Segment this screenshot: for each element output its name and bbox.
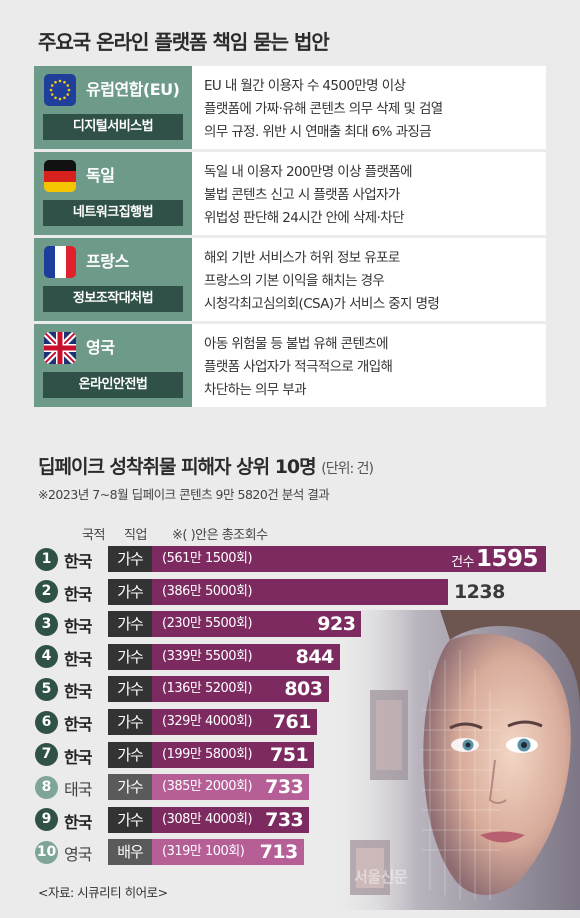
law-description: 아동 위험물 등 불법 유해 콘텐츠에 플랫폼 사업자가 적극적으로 개입해 차… <box>192 324 546 407</box>
law-row-uk: 영국 온라인안전법 아동 위험물 등 불법 유해 콘텐츠에 플랫폼 사업자가 적… <box>34 324 546 407</box>
law-desc-line: 의무 규정. 위반 시 연매출 최대 6% 과징금 <box>204 124 432 140</box>
header-plays: ※( )안은 총조회수 <box>172 528 268 543</box>
job-label: 가수 <box>108 676 152 703</box>
rank-badge: 2 <box>35 580 58 604</box>
rank-badge: 9 <box>35 808 58 832</box>
plays-label: (230만 5500회) <box>162 616 253 632</box>
rank-badge: 5 <box>35 677 58 701</box>
law-desc-line: 독일 내 이용자 200만명 이상 플랫폼에 <box>204 164 413 180</box>
plays-label: (136만 5200회) <box>162 681 253 697</box>
france-flag-icon <box>44 246 76 278</box>
rank-badge: 1 <box>35 547 58 571</box>
law-desc-line: 플랫폼 사업자가 적극적으로 개입해 <box>204 359 393 375</box>
nationality-label: 한국 <box>64 812 92 832</box>
law-desc-line: EU 내 월간 이용자 수 4500만명 이상 <box>204 78 406 94</box>
chart-note: ※2023년 7~8월 딥페이크 콘텐츠 9만 5820건 분석 결과 <box>38 487 330 502</box>
plays-label: (386만 5000회) <box>162 583 253 599</box>
law-desc-line: 위법성 판단해 24시간 안에 삭제·차단 <box>204 210 405 226</box>
law-row-eu: 유럽연합(EU) 디지털서비스법 EU 내 월간 이용자 수 4500만명 이상… <box>34 66 546 149</box>
job-label: 가수 <box>108 578 152 605</box>
job-label: 가수 <box>108 741 152 768</box>
law-row-france: 프랑스 정보조작대처법 해외 기반 서비스가 허위 정보 유포로 프랑스의 기본… <box>34 238 546 321</box>
value-label: 733 <box>265 808 304 831</box>
plays-label: (339만 5500회) <box>162 648 253 664</box>
law-desc-line: 해외 기반 서비스가 허위 정보 유포로 <box>204 250 400 266</box>
country-name: 유럽연합(EU) <box>86 80 180 99</box>
rank-badge: 10 <box>35 840 58 864</box>
law-desc-line: 시청각최고심의회(CSA)가 서비스 중지 명령 <box>204 296 440 312</box>
nationality-label: 영국 <box>64 845 92 865</box>
nationality-label: 한국 <box>64 682 92 702</box>
job-label: 가수 <box>108 643 152 670</box>
eu-flag-icon <box>44 74 76 106</box>
header-nationality: 국적 <box>82 528 105 543</box>
header-job: 직업 <box>124 528 147 543</box>
value-label: 923 <box>317 613 356 636</box>
law-desc-line: 불법 콘텐츠 신고 시 플랫폼 사업자가 <box>204 187 400 203</box>
value-label: 761 <box>272 711 312 733</box>
value-label: 건수1595 <box>451 546 538 572</box>
value-label: 733 <box>265 776 304 799</box>
country-name: 영국 <box>86 338 115 357</box>
bar <box>108 546 546 572</box>
law-desc-line: 프랑스의 기본 이익을 해치는 경우 <box>204 273 385 289</box>
plays-label: (319만 100회) <box>162 844 245 860</box>
bar <box>108 578 448 605</box>
job-label: 가수 <box>108 774 152 801</box>
job-label: 가수 <box>108 611 152 638</box>
chart-title: 딥페이크 성착취물 피해자 상위 10명 <box>38 456 317 478</box>
value-label: 713 <box>259 841 299 864</box>
rank-badge: 8 <box>35 775 58 799</box>
nationality-label: 한국 <box>64 617 92 637</box>
rank-badge: 4 <box>35 645 58 669</box>
plays-label: (199만 5800회) <box>162 746 253 762</box>
plays-label: (561만 1500회) <box>162 551 253 566</box>
plays-label: (308만 4000회) <box>162 811 253 827</box>
law-desc-line: 차단하는 의무 부과 <box>204 382 307 398</box>
law-desc-line: 아동 위험물 등 불법 유해 콘텐츠에 <box>204 336 389 352</box>
nationality-label: 한국 <box>64 649 92 669</box>
uk-flag-icon <box>44 332 76 364</box>
value-label: 803 <box>284 678 323 701</box>
nationality-label: 한국 <box>64 584 92 604</box>
law-name: 디지털서비스법 <box>43 114 183 140</box>
source-note: <자료: 시큐리티 히어로> <box>38 885 168 900</box>
job-label: 배우 <box>108 839 152 866</box>
section1-title: 주요국 온라인 플랫폼 책임 묻는 법안 <box>38 30 330 54</box>
plays-label: (385만 2000회) <box>162 779 253 795</box>
section2-title: 딥페이크 성착취물 피해자 상위 10명 (단위: 건) <box>38 452 374 479</box>
nationality-label: 태국 <box>64 780 92 800</box>
job-label: 가수 <box>108 806 152 833</box>
country-name: 프랑스 <box>86 252 129 271</box>
law-name: 정보조작대처법 <box>43 286 183 312</box>
germany-flag-icon <box>44 160 76 192</box>
nationality-label: 한국 <box>64 715 92 734</box>
plays-label: (329만 4000회) <box>162 714 253 729</box>
law-name: 네트워크집행법 <box>43 200 183 226</box>
law-desc-line: 플랫폼에 가짜·유해 콘텐츠 의무 삭제 및 검열 <box>204 101 443 117</box>
value-label: 1238 <box>453 580 505 603</box>
watermark: 서울신문 <box>354 868 408 886</box>
law-row-germany: 독일 네트워크집행법 독일 내 이용자 200만명 이상 플랫폼에 불법 콘텐츠… <box>34 152 546 235</box>
rank-badge: 3 <box>35 612 58 636</box>
law-name: 온라인안전법 <box>43 372 183 398</box>
rank-badge: 7 <box>35 743 58 767</box>
nationality-label: 한국 <box>64 747 92 767</box>
value-label: 751 <box>270 743 309 766</box>
law-description: 해외 기반 서비스가 허위 정보 유포로 프랑스의 기본 이익을 해치는 경우 … <box>192 238 546 321</box>
law-description: 독일 내 이용자 200만명 이상 플랫폼에 불법 콘텐츠 신고 시 플랫폼 사… <box>192 152 546 235</box>
job-label: 가수 <box>108 546 152 572</box>
country-name: 독일 <box>86 166 115 185</box>
value-unit-label: 건수 <box>451 555 474 570</box>
chart-unit: (단위: 건) <box>321 461 374 477</box>
law-description: EU 내 월간 이용자 수 4500만명 이상 플랫폼에 가짜·유해 콘텐츠 의… <box>192 66 546 149</box>
value-label: 844 <box>295 645 335 668</box>
nationality-label: 한국 <box>64 552 92 571</box>
job-label: 가수 <box>108 709 152 735</box>
rank-badge: 6 <box>35 710 58 734</box>
ai-face-illustration <box>330 610 580 910</box>
